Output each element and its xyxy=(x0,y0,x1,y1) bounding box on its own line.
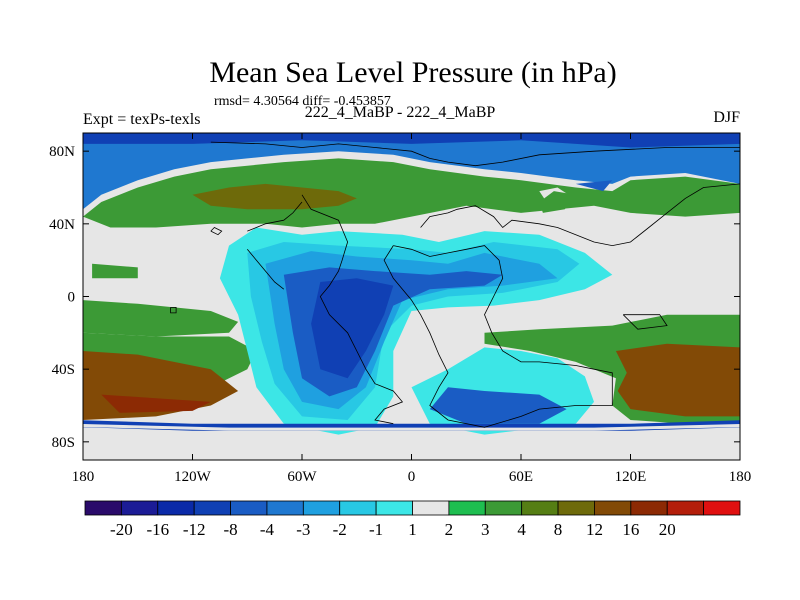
coastline-5 xyxy=(246,249,285,290)
colorbar-label-5: -3 xyxy=(296,520,310,539)
colorbar-swatch-0 xyxy=(84,500,122,516)
colorbar-label-10: 3 xyxy=(481,520,490,539)
colorbar-label-0: -20 xyxy=(110,520,133,539)
field-region-0 xyxy=(83,158,740,228)
x-axis: 180 120W 60W 0 60E 120E 180 xyxy=(72,133,752,485)
field-region-8 xyxy=(92,263,138,279)
field-region-10 xyxy=(83,133,740,148)
colorbar-swatch-10 xyxy=(448,500,486,516)
colorbar-label-1: -16 xyxy=(146,520,169,539)
rmsd-diff-stats: rmsd= 4.30564 diff= -0.453857 xyxy=(214,94,391,109)
colorbar-label-14: 16 xyxy=(622,520,639,539)
colorbar-label-2: -12 xyxy=(183,520,206,539)
field-region-1 xyxy=(192,183,357,210)
x-tick-label-6: 180 xyxy=(729,469,752,485)
colorbar-swatch-5 xyxy=(266,500,304,516)
colorbar-swatch-16 xyxy=(666,500,705,516)
field-region-15 xyxy=(311,278,394,379)
field-region-20 xyxy=(539,191,576,213)
colorbar-swatch-4 xyxy=(230,500,268,516)
colorbar-label-4: -4 xyxy=(260,520,275,539)
field-region-5 xyxy=(101,394,211,413)
colorbar-swatch-6 xyxy=(302,500,341,516)
colorbar-swatch-1 xyxy=(120,500,159,516)
season-label: DJF xyxy=(713,109,740,126)
y-tick-label-1: 40N xyxy=(49,217,75,233)
chart-title: Mean Sea Level Pressure (in hPa) xyxy=(209,56,617,89)
colorbar-swatch-14 xyxy=(594,500,632,516)
colorbar-swatch-2 xyxy=(157,500,195,516)
colorbar: -20 -16 -12 -8 -4 -3 -2 -1 1 2 3 4 8 12 16 20 xyxy=(84,500,741,539)
plot-area xyxy=(82,132,741,461)
colorbar-label-13: 12 xyxy=(586,520,603,539)
colorbar-label-12: 8 xyxy=(554,520,563,539)
colorbar-label-8: 1 xyxy=(408,520,417,539)
colorbar-label-6: -2 xyxy=(333,520,347,539)
case-label: 222_4_MaBP - 222_4_MaBP xyxy=(304,104,496,121)
colorbar-swatch-15 xyxy=(630,500,668,516)
colorbar-swatch-7 xyxy=(339,500,377,516)
coastline-6 xyxy=(170,306,177,314)
x-tick-label-5: 120E xyxy=(615,469,647,485)
colorbar-swatch-8 xyxy=(375,500,413,516)
field-region-19 xyxy=(575,180,613,192)
colorbar-swatch-12 xyxy=(521,500,559,516)
y-tick-label-4: 80S xyxy=(52,435,75,451)
x-tick-label-1: 120W xyxy=(174,469,212,485)
x-tick-label-0: 180 xyxy=(72,469,95,485)
y-tick-label-2: 0 xyxy=(68,290,76,306)
colorbar-label-7: -1 xyxy=(369,520,383,539)
band-line-1 xyxy=(83,424,740,431)
colorbar-swatch-3 xyxy=(193,500,231,516)
experiment-label: Expt = texPs-texls xyxy=(83,111,201,128)
coastline-0 xyxy=(210,141,740,167)
colorbar-label-9: 2 xyxy=(445,520,454,539)
coastline-4 xyxy=(247,201,303,232)
field-region-2 xyxy=(83,300,239,337)
coastline-7 xyxy=(210,227,223,236)
x-tick-label-4: 60E xyxy=(509,469,533,485)
colorbar-swatch-9 xyxy=(412,500,450,516)
x-tick-label-3: 0 xyxy=(408,469,416,485)
field-region-7 xyxy=(615,343,740,417)
colorbar-label-15: 20 xyxy=(659,520,676,539)
colorbar-swatch-13 xyxy=(557,500,595,516)
coastline-8 xyxy=(622,314,668,330)
colorbar-label-3: -8 xyxy=(223,520,237,539)
field-region-17 xyxy=(429,387,567,424)
y-tick-label-3: 40S xyxy=(52,362,75,378)
y-axis: 80N 40N 0 40S 80S xyxy=(49,144,740,451)
coastline-1 xyxy=(301,194,404,425)
coastline-3 xyxy=(383,245,613,428)
colorbar-swatch-17 xyxy=(703,500,741,516)
x-tick-label-2: 60W xyxy=(287,469,317,485)
y-tick-label-0: 80N xyxy=(49,144,75,160)
colorbar-label-11: 4 xyxy=(517,520,526,539)
coastline-2 xyxy=(420,183,740,247)
coastlines xyxy=(170,141,740,428)
colorbar-swatch-11 xyxy=(484,500,523,516)
